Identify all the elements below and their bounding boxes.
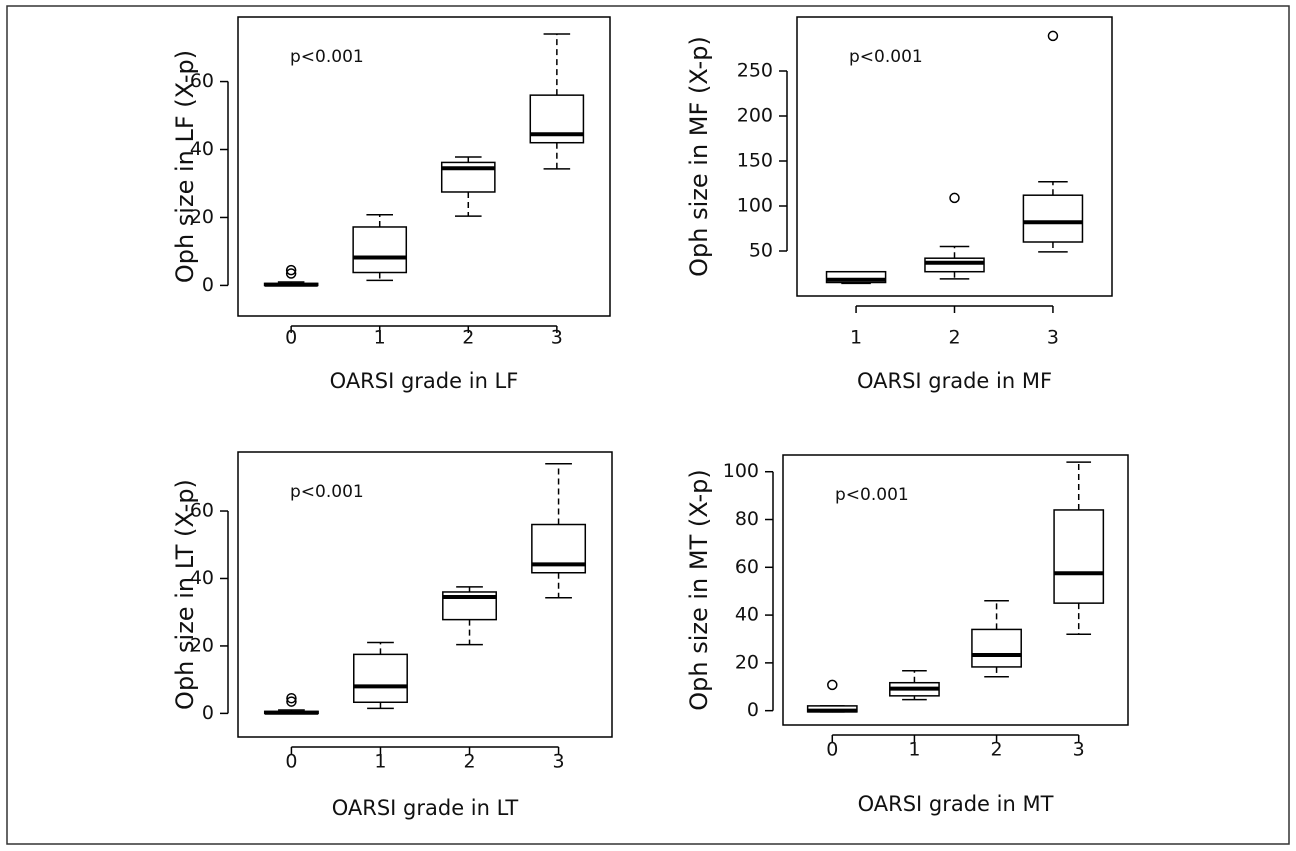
y-tick-label: 60 — [735, 556, 759, 578]
plot-frame — [782, 454, 1129, 726]
x-tick-label: 0 — [285, 751, 297, 773]
outlier — [827, 679, 838, 691]
y-axis-label: Oph size in LF (X-p) — [171, 50, 199, 283]
panel: 0 20 40 60 0 1 2 3 OARSI grade in LF Oph size in … — [171, 16, 611, 393]
y-tick-label: 40 — [190, 567, 214, 589]
annotation: p<0.001 — [849, 47, 923, 67]
y-tick-label: 40 — [735, 604, 759, 626]
annotation: p<0.001 — [290, 47, 364, 67]
annotation: p<0.001 — [290, 482, 364, 502]
y-tick-label: 250 — [737, 60, 773, 82]
box — [971, 628, 1022, 668]
x-tick-label: 1 — [374, 327, 386, 349]
box — [1053, 509, 1105, 604]
x-tick-label: 3 — [553, 751, 565, 773]
y-tick-label: 60 — [190, 70, 214, 92]
outlier — [285, 268, 297, 279]
y-tick-label: 60 — [190, 500, 214, 522]
box — [924, 257, 985, 273]
panel: 0 20 40 60 0 1 2 3 OARSI grade in LT Oph size in … — [171, 451, 613, 820]
y-tick-label: 150 — [737, 150, 773, 172]
panel: 0 20 40 60 80 100 0 1 2 3 OARSI grade in MT Oph siz… — [685, 454, 1129, 816]
x-axis-label: OARSI grade in LT — [332, 796, 519, 820]
y-tick-label: 0 — [202, 274, 214, 296]
x-tick-label: 0 — [826, 739, 838, 761]
x-tick-label: 1 — [908, 739, 920, 761]
box — [352, 226, 408, 274]
x-tick-label: 2 — [948, 327, 960, 349]
y-axis-label: Oph size in MF (X-p) — [685, 36, 713, 277]
x-tick-label: 1 — [374, 751, 386, 773]
y-tick-label: 100 — [723, 460, 759, 482]
y-axis-label: Oph size in MT (X-p) — [685, 469, 713, 711]
x-axis-label: OARSI grade in LF — [330, 369, 519, 393]
plot-frame — [237, 451, 613, 738]
y-tick-label: 0 — [747, 699, 759, 721]
outlier — [1047, 30, 1059, 42]
x-axis-label: OARSI grade in MF — [857, 369, 1052, 393]
y-tick-label: 80 — [735, 508, 759, 530]
y-tick-label: 200 — [737, 105, 773, 127]
x-tick-label: 3 — [551, 327, 563, 349]
x-axis-label: OARSI grade in MT — [858, 792, 1054, 816]
x-tick-label: 3 — [1047, 327, 1059, 349]
plot-frame — [237, 16, 611, 317]
y-axis-label: Oph size in LT (X-p) — [171, 479, 199, 710]
y-tick-label: 20 — [735, 651, 759, 673]
y-tick-label: 50 — [749, 240, 773, 262]
figure-border — [6, 5, 1290, 845]
annotation: p<0.001 — [835, 485, 909, 505]
box — [825, 270, 887, 284]
y-tick-label: 0 — [202, 702, 214, 724]
plot-frame — [796, 16, 1113, 297]
x-tick-label: 0 — [285, 327, 297, 349]
outlier — [286, 692, 297, 704]
box — [1022, 194, 1084, 243]
outlier — [286, 696, 297, 707]
y-tick-label: 20 — [190, 634, 214, 656]
outlier — [949, 192, 960, 204]
y-tick-label: 20 — [190, 206, 214, 228]
x-tick-label: 2 — [462, 327, 474, 349]
outlier — [285, 264, 297, 276]
x-tick-label: 3 — [1073, 739, 1085, 761]
x-tick-label: 2 — [991, 739, 1003, 761]
panel: 50 100 150 200 250 1 2 3 OARSI grade in MF Oph si… — [685, 16, 1113, 393]
x-tick-label: 2 — [463, 751, 475, 773]
x-tick-label: 1 — [850, 327, 862, 349]
y-tick-label: 100 — [737, 195, 773, 217]
box — [353, 653, 408, 704]
y-tick-label: 40 — [190, 138, 214, 160]
